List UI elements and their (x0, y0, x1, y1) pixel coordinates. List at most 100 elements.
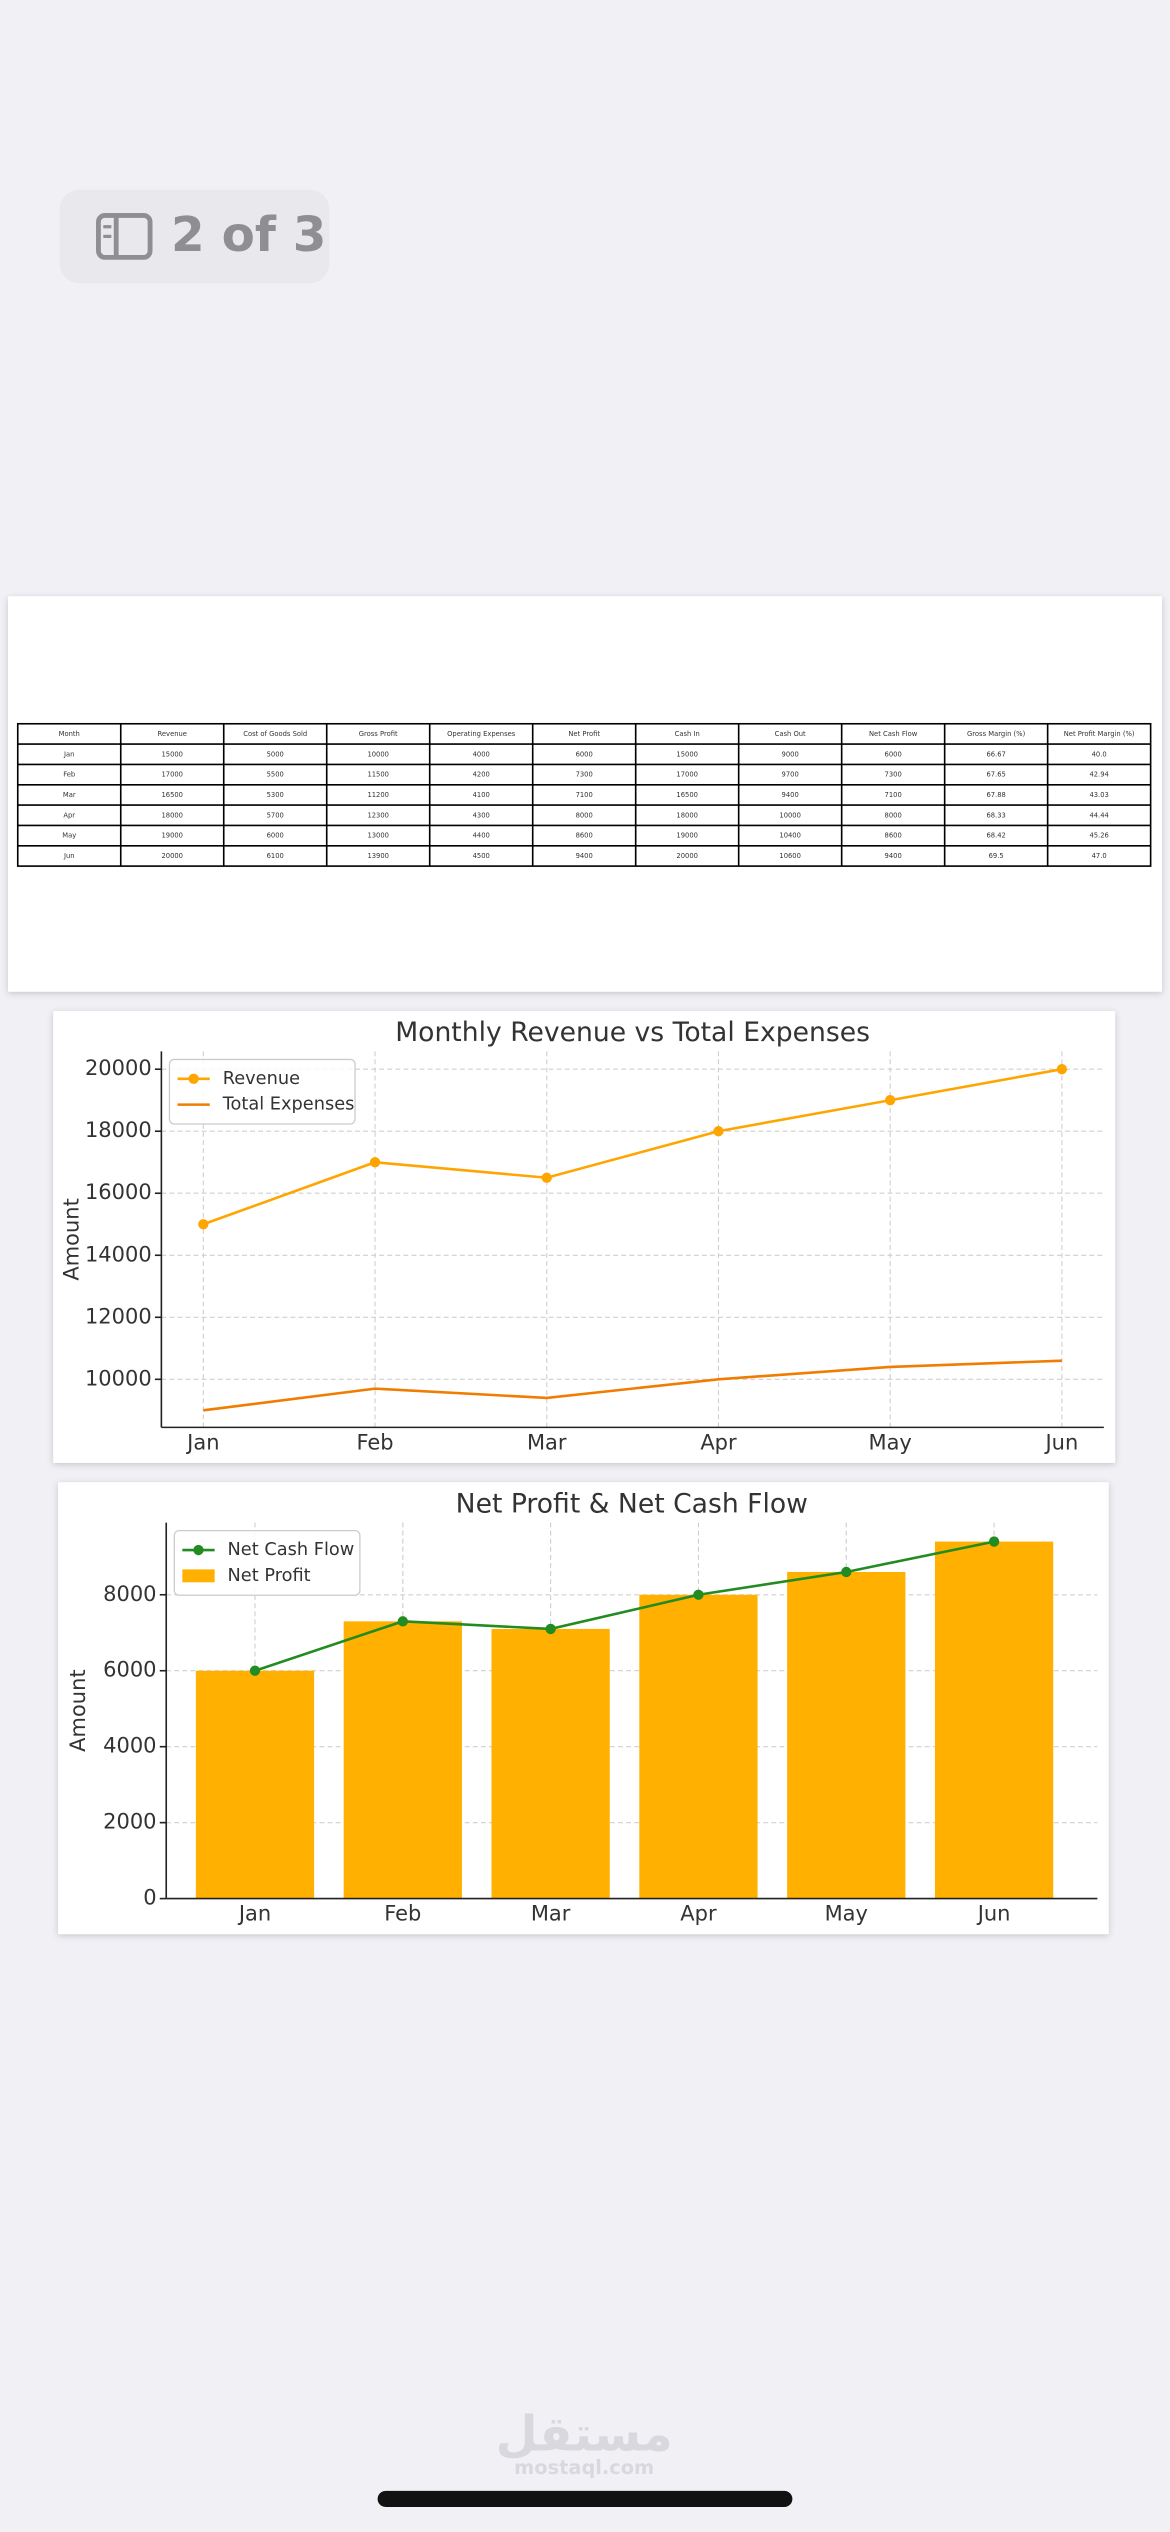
table-cell: 40.0 (1092, 750, 1107, 758)
table-cell: Mar (63, 791, 76, 799)
table-cell: 6000 (576, 750, 593, 758)
table-header: Gross Margin (%) (967, 730, 1026, 738)
table-cell: 6000 (267, 832, 284, 840)
x-tick-label: Jan (185, 1431, 219, 1455)
table-cell: 16500 (676, 791, 698, 799)
table-cell: 5700 (267, 811, 284, 819)
table-cell: 12300 (367, 811, 389, 819)
y-tick-label: 8000 (103, 1582, 156, 1606)
table-header: Month (59, 730, 80, 738)
bar (491, 1628, 610, 1899)
table-cell: May (62, 832, 76, 840)
y-tick-label: 0 (143, 1886, 156, 1910)
table-cell: 6000 (885, 750, 902, 758)
table-cell: 19000 (676, 832, 698, 840)
table-cell: 69.5 (989, 852, 1004, 860)
x-tick-label: Feb (384, 1902, 421, 1926)
table-cell: 18000 (676, 811, 698, 819)
home-indicator (377, 2490, 793, 2508)
table-cell: 8000 (576, 811, 593, 819)
table-cell: 7300 (576, 771, 593, 779)
table-cell: 17000 (161, 771, 183, 779)
table-cell: 13000 (367, 832, 389, 840)
marker (397, 1616, 408, 1627)
x-tick-label: Apr (700, 1431, 737, 1455)
table-cell: 9400 (782, 791, 799, 799)
table-header: Net Profit Margin (%) (1064, 730, 1135, 738)
table-cell: 19000 (161, 832, 183, 840)
table-cell: 43.03 (1089, 791, 1108, 799)
table-header: Cash Out (775, 730, 806, 738)
table-cell: 4300 (473, 811, 490, 819)
table-cell: 16500 (161, 791, 183, 799)
table-cell: 68.33 (986, 811, 1005, 819)
table-border (16, 722, 1152, 867)
table-cell: 8000 (885, 811, 902, 819)
line (203, 1359, 1062, 1412)
x-tick-label: Jan (237, 1902, 271, 1926)
y-tick-label: 20000 (85, 1056, 152, 1080)
marker (545, 1623, 556, 1635)
table-cell: Jun (63, 852, 75, 860)
table-cell: 17000 (676, 771, 698, 779)
watermark-latin: mostaql.com (514, 2456, 654, 2479)
marker (249, 1665, 261, 1676)
table-cell: 15000 (161, 750, 183, 758)
marker (1056, 1064, 1068, 1075)
table-cell: 4200 (473, 771, 490, 779)
watermark-arabic: مستقل (496, 2407, 673, 2463)
table-cell: Jan (63, 750, 74, 758)
table-cell: 42.94 (1089, 771, 1108, 779)
legend-box (168, 1058, 356, 1125)
table-cell: 9400 (885, 852, 902, 860)
table-cell: 7300 (885, 771, 902, 779)
table-header: Operating Expenses (447, 730, 516, 738)
table-cell: 66.67 (986, 750, 1005, 758)
table: Month Revenue Cost of Goods Sold Gross Prof… (16, 722, 1152, 867)
bar (639, 1594, 758, 1899)
chart-title: Net Profit & Net Cash Flow (456, 1488, 808, 1519)
table-header: Revenue (158, 730, 187, 738)
table-cell: 45.26 (1089, 832, 1108, 840)
x-tick-label: Mar (527, 1431, 567, 1455)
legend-marker (193, 1544, 204, 1556)
table-cell: Apr (63, 811, 75, 819)
x-tick-label: Jun (976, 1902, 1011, 1926)
x-tick-label: Jun (1043, 1431, 1078, 1455)
table-cell: 10000 (367, 750, 389, 758)
table-cell: 10000 (779, 811, 801, 819)
table-cell: 20000 (161, 852, 183, 860)
legend-label: Revenue (223, 1069, 300, 1089)
table-cell: 4100 (473, 791, 490, 799)
table-cell: 8600 (885, 832, 902, 840)
line (202, 1067, 1063, 1226)
marker (841, 1566, 852, 1578)
table-cell: 5500 (267, 771, 284, 779)
table-header: Cash In (675, 730, 700, 738)
line (254, 1540, 995, 1672)
legend-marker (188, 1073, 199, 1084)
y-tick-label: 4000 (103, 1734, 156, 1758)
page-badge[interactable]: 2 of 3 (59, 189, 330, 284)
bar (934, 1541, 1054, 1899)
marker (369, 1157, 381, 1168)
table-cell: 67.65 (986, 771, 1005, 779)
table-cell: 15000 (676, 750, 698, 758)
y-tick-label: 12000 (85, 1304, 152, 1328)
table-cell: 9400 (576, 852, 593, 860)
legend-swatch (182, 1569, 215, 1583)
table-cell: 20000 (676, 852, 698, 860)
table-header: Net Cash Flow (869, 730, 918, 738)
badge-text: 2 of 3 (171, 207, 326, 263)
y-tick-label: 18000 (85, 1118, 152, 1142)
table-cell: 9700 (782, 771, 799, 779)
table-cell: 8600 (576, 832, 593, 840)
x-tick-label: Apr (680, 1902, 717, 1926)
table-header: Net Profit (568, 730, 600, 738)
table-cell: 5000 (267, 750, 284, 758)
marker (713, 1126, 724, 1137)
y-axis-label: Amount (60, 1198, 84, 1280)
table-cell: 7100 (576, 791, 593, 799)
table-cell: 9000 (782, 750, 799, 758)
